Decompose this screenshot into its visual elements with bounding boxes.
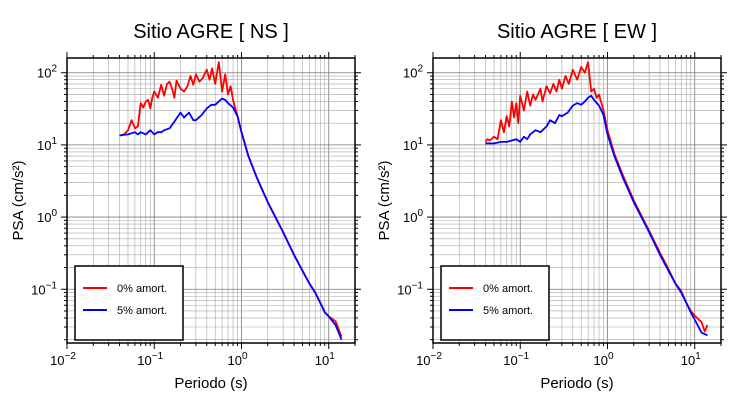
legend: 0% amort. 5% amort. xyxy=(440,265,550,341)
grid xyxy=(432,58,722,343)
series-line xyxy=(485,94,708,337)
chart-title: Sitio AGRE [ NS ] xyxy=(133,21,289,43)
y-axis-label: PSA (cm/s²) xyxy=(10,160,27,240)
y-tick-label: 10−1 xyxy=(31,280,57,297)
ticks xyxy=(61,52,361,349)
y-tick-label: 100 xyxy=(37,208,57,225)
legend-label: 5% amort. xyxy=(483,305,533,317)
y-tick-label: 102 xyxy=(37,64,57,81)
chart-title: Sitio AGRE [ EW ] xyxy=(497,21,657,43)
y-tick-label: 10−1 xyxy=(397,280,423,297)
x-tick-label: 100 xyxy=(593,351,613,368)
x-tick-label: 10−2 xyxy=(50,351,76,368)
legend-label: 0% amort. xyxy=(117,283,167,295)
x-tick-label: 101 xyxy=(681,351,701,368)
y-tick-label: 100 xyxy=(403,208,423,225)
series-group xyxy=(119,61,343,341)
series-group xyxy=(484,61,709,337)
x-tick-label: 10−2 xyxy=(416,351,442,368)
plot-frame xyxy=(432,57,722,344)
legend: 0% amort. 5% amort. xyxy=(74,265,184,341)
legend-label: 0% amort. xyxy=(483,283,533,295)
chart-panel-ns: Sitio AGRE [ NS ] Periodo (s) PSA (cm/s²… xyxy=(10,21,361,392)
legend-box xyxy=(74,265,184,341)
y-tick-label: 102 xyxy=(403,64,423,81)
x-axis-label: Periodo (s) xyxy=(174,375,247,392)
y-tick-label: 101 xyxy=(37,136,57,153)
x-tick-label: 10−1 xyxy=(503,351,529,368)
x-tick-label: 101 xyxy=(315,351,335,368)
legend-box xyxy=(440,265,550,341)
plot-frame xyxy=(66,57,356,344)
chart-panel-ew: Sitio AGRE [ EW ] Periodo (s) PSA (cm/s²… xyxy=(376,21,727,392)
y-tick-label: 101 xyxy=(403,136,423,153)
series-line xyxy=(119,97,343,341)
x-tick-label: 10−1 xyxy=(137,351,163,368)
y-axis-label: PSA (cm/s²) xyxy=(376,160,393,240)
ticks xyxy=(427,52,727,349)
x-axis-label: Periodo (s) xyxy=(540,375,613,392)
x-tick-label: 100 xyxy=(227,351,247,368)
legend-label: 5% amort. xyxy=(117,305,167,317)
